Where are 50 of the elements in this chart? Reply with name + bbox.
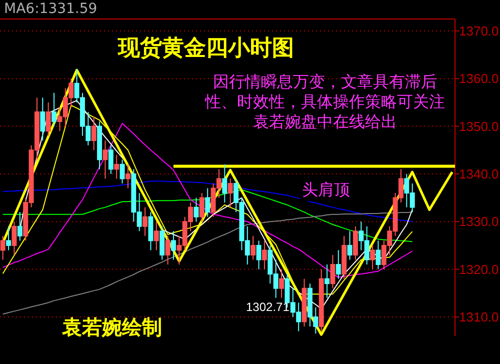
candlestick bbox=[352, 226, 358, 260]
text: 现货黄金四小时图 bbox=[118, 34, 294, 62]
candlestick bbox=[46, 102, 51, 136]
candlestick bbox=[324, 264, 330, 298]
candlestick bbox=[108, 144, 114, 174]
annotation: 头肩顶 bbox=[300, 180, 352, 201]
y-tick-label: 1310.0 bbox=[459, 309, 499, 324]
line-series bbox=[2, 68, 454, 336]
candlestick bbox=[205, 188, 210, 218]
candlestick bbox=[250, 235, 256, 260]
y-tick-label: 1320.0 bbox=[459, 262, 499, 277]
annotation: 因行情瞬息万变，文章具有滞后性、时效性，具体操作策略可关注袁若婉盘中在线给出 bbox=[204, 72, 446, 132]
candlestick bbox=[222, 164, 228, 204]
candlestick bbox=[165, 235, 170, 265]
candlestick bbox=[52, 92, 57, 127]
candlestick bbox=[12, 221, 17, 256]
y-tick-label: 1340.0 bbox=[459, 166, 499, 182]
candlestick bbox=[336, 250, 341, 280]
text: MA6:1331.59 bbox=[4, 1, 124, 17]
y-tick-label: 1330.0 bbox=[459, 214, 499, 230]
candlestick bbox=[262, 240, 267, 270]
annotation: 袁若婉绘制 bbox=[62, 316, 162, 341]
candlestick bbox=[256, 240, 262, 270]
candlestick bbox=[154, 221, 159, 251]
candlestick bbox=[370, 244, 376, 270]
candlestick bbox=[194, 197, 199, 222]
candlestick bbox=[347, 230, 352, 260]
candlestick bbox=[114, 154, 120, 180]
candlestick bbox=[120, 159, 125, 184]
candlestick bbox=[228, 178, 233, 208]
annotation: 1302.71 bbox=[246, 300, 290, 314]
candlestick bbox=[160, 226, 165, 260]
candlestick bbox=[40, 97, 46, 142]
candlestick bbox=[170, 230, 176, 260]
candlestick bbox=[17, 212, 22, 242]
candlestick bbox=[0, 235, 6, 260]
candlestick bbox=[376, 240, 381, 270]
line-series bbox=[2, 212, 413, 315]
candlestick bbox=[199, 192, 204, 222]
y-tick-label: 1350.0 bbox=[459, 118, 499, 134]
candlestick bbox=[102, 140, 108, 180]
candlestick bbox=[279, 268, 284, 298]
candlestick bbox=[6, 226, 12, 251]
candlestick bbox=[125, 164, 130, 189]
y-tick-label: 1370.0 bbox=[459, 23, 499, 38]
candlestick bbox=[148, 212, 154, 251]
candlestick bbox=[142, 206, 148, 236]
candlestick bbox=[91, 116, 96, 151]
candlestick bbox=[330, 254, 336, 289]
y-tick-label: 1360.0 bbox=[459, 71, 499, 86]
